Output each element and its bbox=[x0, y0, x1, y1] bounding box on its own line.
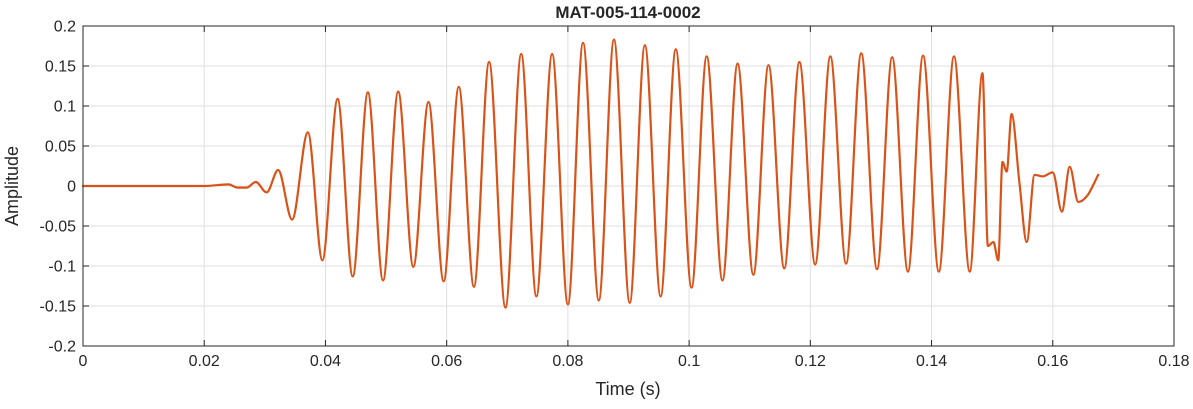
y-tick-label: -0.2 bbox=[48, 339, 76, 356]
x-tick-label: 0.12 bbox=[795, 353, 826, 370]
y-tick-label: -0.15 bbox=[40, 299, 77, 316]
y-tick-label: -0.1 bbox=[48, 259, 76, 276]
y-tick-labels: -0.2 -0.15 -0.1 -0.05 0 0.05 0.1 0.15 0.2 bbox=[40, 19, 77, 356]
y-tick-label: 0 bbox=[67, 179, 76, 196]
x-tick-label: 0.04 bbox=[310, 353, 341, 370]
plot-frame bbox=[82, 25, 1175, 347]
y-tick-label: 0.15 bbox=[45, 59, 76, 76]
y-tick-label: 0.1 bbox=[54, 99, 76, 116]
y-tick-label: 0.2 bbox=[54, 19, 76, 36]
y-tick-label: 0.05 bbox=[45, 139, 76, 156]
chart-title: MAT-005-114-0002 bbox=[555, 3, 700, 22]
y-tick-label: -0.05 bbox=[40, 219, 77, 236]
x-axis-label: Time (s) bbox=[595, 379, 660, 399]
x-tick-label: 0.16 bbox=[1037, 353, 1068, 370]
x-tick-labels: 0 0.02 0.04 0.06 0.08 0.1 0.12 0.14 0.16 0.18 bbox=[79, 353, 1190, 370]
x-tick-label: 0.1 bbox=[678, 353, 700, 370]
waveform-line bbox=[81, 38, 1100, 309]
x-tick-label: 0.08 bbox=[552, 353, 583, 370]
x-tick-label: 0.14 bbox=[916, 353, 947, 370]
x-tick-label: 0 bbox=[79, 353, 88, 370]
x-tick-label: 0.18 bbox=[1158, 353, 1189, 370]
series-layer bbox=[81, 38, 1100, 309]
x-tick-label: 0.02 bbox=[189, 353, 220, 370]
x-tick-label: 0.06 bbox=[431, 353, 462, 370]
y-axis-label: Amplitude bbox=[2, 146, 22, 226]
